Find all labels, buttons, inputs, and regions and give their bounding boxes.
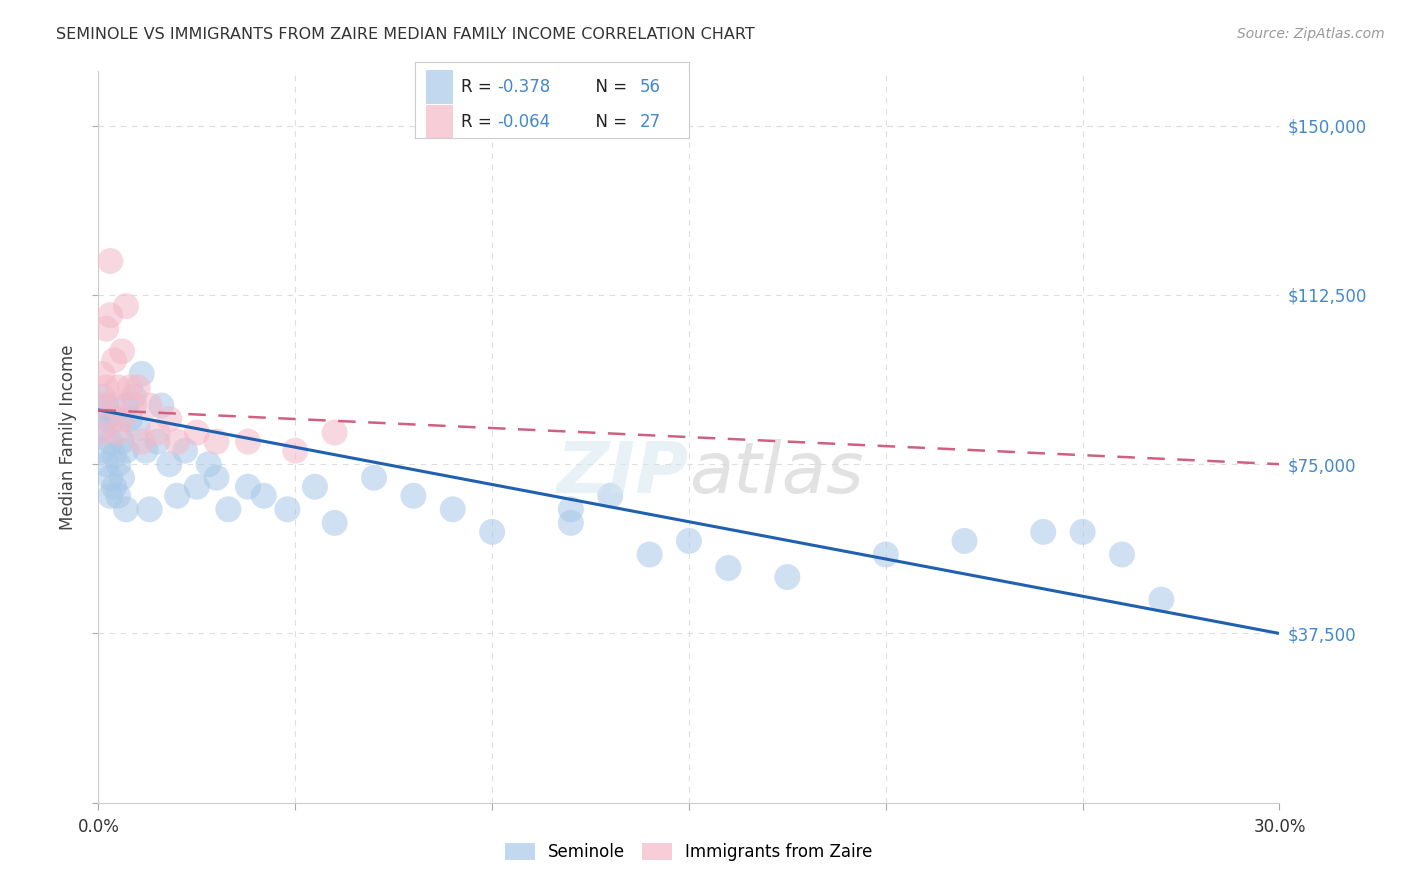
- Point: [131, 367, 153, 381]
- Point: [875, 548, 897, 562]
- Point: [122, 389, 145, 403]
- Text: SEMINOLE VS IMMIGRANTS FROM ZAIRE MEDIAN FAMILY INCOME CORRELATION CHART: SEMINOLE VS IMMIGRANTS FROM ZAIRE MEDIAN…: [56, 27, 755, 42]
- Point: [1071, 524, 1094, 539]
- Text: R =: R =: [461, 112, 498, 130]
- Point: [96, 380, 118, 394]
- Point: [115, 399, 138, 413]
- Point: [103, 399, 125, 413]
- Point: [111, 434, 134, 449]
- Point: [953, 533, 976, 548]
- Point: [166, 434, 188, 449]
- Point: [284, 443, 307, 458]
- Point: [111, 471, 134, 485]
- Point: [138, 399, 160, 413]
- Point: [138, 502, 160, 516]
- Point: [122, 399, 145, 413]
- Point: [166, 489, 188, 503]
- Point: [111, 344, 134, 359]
- Point: [363, 471, 385, 485]
- Point: [186, 425, 208, 440]
- Point: [91, 399, 114, 413]
- Point: [98, 471, 121, 485]
- Legend: Seminole, Immigrants from Zaire: Seminole, Immigrants from Zaire: [498, 836, 880, 868]
- Text: R =: R =: [461, 78, 498, 95]
- Point: [174, 443, 197, 458]
- Point: [91, 367, 114, 381]
- Point: [98, 434, 121, 449]
- Point: [150, 399, 173, 413]
- Y-axis label: Median Family Income: Median Family Income: [59, 344, 77, 530]
- Point: [157, 412, 180, 426]
- Point: [91, 425, 114, 440]
- Point: [107, 425, 129, 440]
- Point: [205, 434, 228, 449]
- Point: [115, 443, 138, 458]
- Text: ZIP: ZIP: [557, 439, 689, 508]
- Text: -0.064: -0.064: [498, 112, 550, 130]
- Point: [638, 548, 661, 562]
- Point: [1032, 524, 1054, 539]
- Point: [205, 471, 228, 485]
- Point: [107, 457, 129, 471]
- Point: [107, 380, 129, 394]
- Point: [91, 389, 114, 403]
- Text: N =: N =: [585, 112, 633, 130]
- Point: [217, 502, 239, 516]
- Point: [111, 412, 134, 426]
- Point: [1111, 548, 1133, 562]
- Point: [146, 434, 169, 449]
- Point: [103, 353, 125, 368]
- Point: [118, 412, 141, 426]
- Point: [678, 533, 700, 548]
- Text: N =: N =: [585, 78, 633, 95]
- Point: [323, 516, 346, 530]
- Point: [107, 489, 129, 503]
- Point: [103, 448, 125, 462]
- Point: [1150, 592, 1173, 607]
- Point: [96, 322, 118, 336]
- Text: atlas: atlas: [689, 439, 863, 508]
- Point: [103, 412, 125, 426]
- Point: [236, 480, 259, 494]
- Point: [98, 308, 121, 322]
- Point: [560, 502, 582, 516]
- Point: [236, 434, 259, 449]
- Point: [197, 457, 219, 471]
- Point: [402, 489, 425, 503]
- Point: [276, 502, 298, 516]
- Point: [599, 489, 621, 503]
- Point: [96, 457, 118, 471]
- Point: [186, 480, 208, 494]
- Point: [118, 380, 141, 394]
- Point: [98, 489, 121, 503]
- Point: [481, 524, 503, 539]
- Point: [717, 561, 740, 575]
- Point: [135, 443, 157, 458]
- Point: [304, 480, 326, 494]
- Text: 27: 27: [640, 112, 661, 130]
- Point: [115, 502, 138, 516]
- Point: [131, 434, 153, 449]
- Text: 56: 56: [640, 78, 661, 95]
- Point: [115, 299, 138, 313]
- Point: [560, 516, 582, 530]
- Point: [127, 421, 149, 435]
- Point: [91, 421, 114, 435]
- Point: [96, 399, 118, 413]
- Point: [96, 412, 118, 426]
- Point: [253, 489, 276, 503]
- Point: [98, 254, 121, 268]
- Point: [91, 443, 114, 458]
- Bar: [426, 70, 453, 103]
- Text: -0.378: -0.378: [498, 78, 550, 95]
- Bar: [426, 104, 453, 138]
- Point: [441, 502, 464, 516]
- Point: [323, 425, 346, 440]
- Point: [146, 425, 169, 440]
- Point: [157, 457, 180, 471]
- Point: [127, 380, 149, 394]
- Point: [103, 480, 125, 494]
- Point: [776, 570, 799, 584]
- Text: Source: ZipAtlas.com: Source: ZipAtlas.com: [1237, 27, 1385, 41]
